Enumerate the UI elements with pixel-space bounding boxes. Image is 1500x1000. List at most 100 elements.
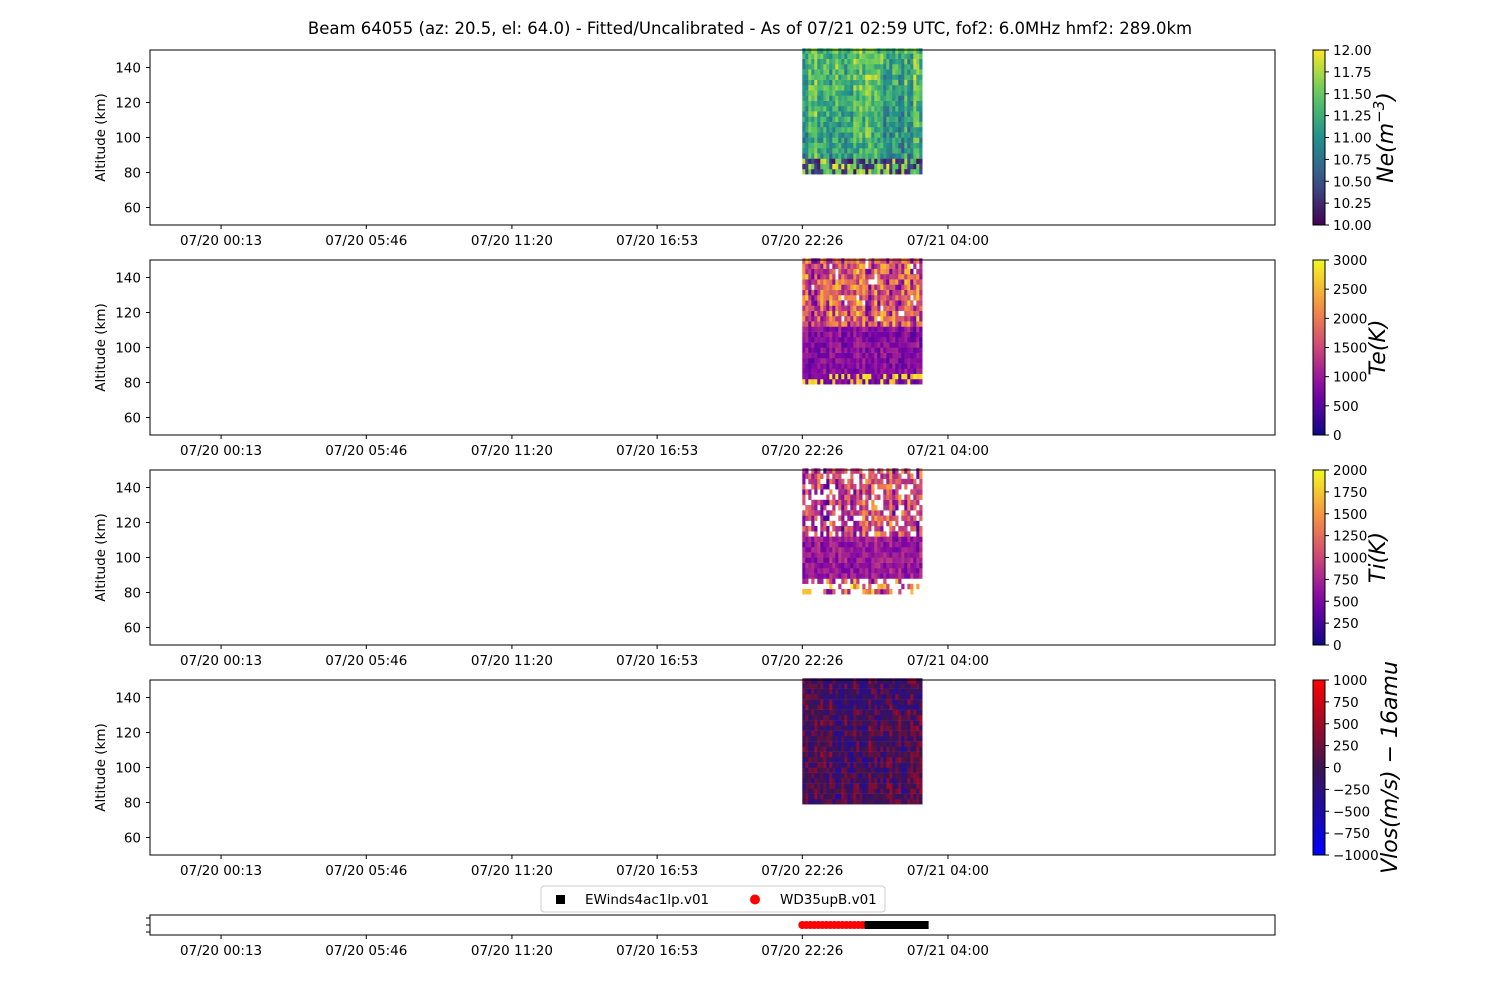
heatmap-cell xyxy=(859,547,863,553)
heatmap-cell xyxy=(823,552,827,558)
heatmap-cell xyxy=(898,295,902,301)
heatmap-cell xyxy=(874,331,878,338)
heatmap-cell xyxy=(838,100,842,107)
heatmap-cell xyxy=(919,347,923,353)
heatmap-cell xyxy=(910,258,914,264)
heatmap-cell xyxy=(898,132,902,138)
heatmap-cell xyxy=(889,751,893,758)
heatmap-cell xyxy=(901,142,905,149)
heatmap-cell xyxy=(808,106,812,112)
heatmap-cell xyxy=(913,704,917,710)
heatmap-cell xyxy=(880,515,884,521)
heatmap-cell xyxy=(823,148,827,154)
heatmap-cell xyxy=(862,552,866,558)
heatmap-cell xyxy=(811,741,815,747)
heatmap-cell xyxy=(883,158,887,164)
heatmap-cell xyxy=(847,295,851,301)
heatmap-te xyxy=(802,258,923,385)
heatmap-cell xyxy=(823,274,827,280)
heatmap-cell xyxy=(880,268,884,275)
heatmap-cell xyxy=(874,520,878,527)
heatmap-cell xyxy=(817,132,821,138)
heatmap-cell xyxy=(859,541,863,548)
heatmap-cell xyxy=(811,148,815,154)
heatmap-cell xyxy=(913,557,917,563)
heatmap-cell xyxy=(814,552,818,558)
heatmap-cell xyxy=(910,757,914,763)
heatmap-cell xyxy=(817,100,821,107)
heatmap-cell xyxy=(814,289,818,296)
heatmap-cell xyxy=(856,746,860,752)
heatmap-cell xyxy=(913,725,917,731)
heatmap-cell xyxy=(826,116,830,122)
heatmap-cell xyxy=(802,142,806,149)
heatmap-cell xyxy=(817,137,821,143)
heatmap-cell xyxy=(844,316,848,322)
heatmap-cell xyxy=(907,158,911,164)
heatmap-cell xyxy=(859,468,863,474)
heatmap-cell xyxy=(892,715,896,721)
heatmap-cell xyxy=(829,541,833,548)
x-tick-label: 07/21 04:00 xyxy=(907,943,989,959)
heatmap-cell xyxy=(898,704,902,710)
heatmap-cell xyxy=(823,793,827,800)
heatmap-cell xyxy=(859,69,863,75)
heatmap-cell xyxy=(853,363,857,369)
heatmap-cell xyxy=(850,725,854,731)
heatmap-cell xyxy=(808,331,812,338)
heatmap-cell xyxy=(823,788,827,794)
heatmap-cell xyxy=(844,337,848,343)
heatmap-cell xyxy=(856,100,860,107)
heatmap-cell xyxy=(853,751,857,758)
heatmap-cell xyxy=(847,494,851,500)
heatmap-cell xyxy=(856,510,860,516)
heatmap-cell xyxy=(811,505,815,511)
heatmap-cell xyxy=(886,373,890,380)
heatmap-cell xyxy=(877,53,881,59)
heatmap-cell xyxy=(892,552,896,558)
heatmap-cell xyxy=(850,148,854,154)
heatmap-cell xyxy=(808,573,812,579)
heatmap-cell xyxy=(856,552,860,558)
heatmap-cell xyxy=(919,531,923,537)
heatmap-cell xyxy=(916,704,920,710)
colorbar-tick-label: 750 xyxy=(1333,695,1359,711)
heatmap-cell xyxy=(871,515,875,521)
heatmap-cell xyxy=(871,468,875,474)
heatmap-cell xyxy=(841,347,845,353)
heatmap-cell xyxy=(847,547,851,553)
heatmap-cell xyxy=(835,279,839,285)
heatmap-cell xyxy=(913,762,917,768)
heatmap-cell xyxy=(883,757,887,763)
heatmap-cell xyxy=(835,79,839,86)
heatmap-cell xyxy=(886,342,890,348)
heatmap-cell xyxy=(802,568,806,574)
heatmap-cell xyxy=(910,562,914,569)
heatmap-cell xyxy=(877,720,881,726)
heatmap-cell xyxy=(910,715,914,721)
heatmap-cell xyxy=(850,347,854,353)
heatmap-cell xyxy=(832,352,836,359)
heatmap-cell xyxy=(913,536,917,542)
heatmap-cell xyxy=(901,279,905,285)
heatmap-cell xyxy=(847,111,851,117)
heatmap-cell xyxy=(874,788,878,794)
heatmap-cell xyxy=(898,268,902,275)
heatmap-cell xyxy=(853,121,857,128)
heatmap-cell xyxy=(853,289,857,296)
heatmap-cell xyxy=(895,127,899,133)
heatmap-cell xyxy=(904,704,908,710)
heatmap-cell xyxy=(814,368,818,374)
heatmap-cell xyxy=(904,799,908,805)
heatmap-cell xyxy=(916,163,920,170)
heatmap-cell xyxy=(817,725,821,731)
heatmap-cell xyxy=(838,757,842,763)
heatmap-cell xyxy=(910,274,914,280)
heatmap-cell xyxy=(889,573,893,579)
heatmap-cell xyxy=(916,95,920,101)
heatmap-cell xyxy=(904,515,908,521)
heatmap-cell xyxy=(859,352,863,359)
heatmap-cell xyxy=(907,583,911,590)
heatmap-cell xyxy=(853,258,857,264)
heatmap-cell xyxy=(811,300,815,306)
